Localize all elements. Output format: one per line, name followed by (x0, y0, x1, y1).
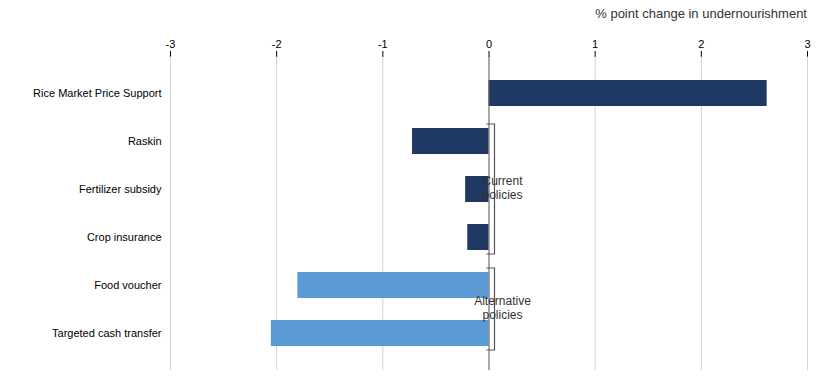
svg-text:1: 1 (592, 38, 598, 50)
svg-text:0: 0 (486, 38, 492, 50)
svg-text:Currentpolicies: Currentpolicies (482, 174, 523, 202)
svg-text:Rice Market Price Support: Rice Market Price Support (33, 87, 161, 99)
svg-text:-1: -1 (378, 38, 388, 50)
svg-text:Raskin: Raskin (128, 135, 162, 147)
svg-text:Crop insurance: Crop insurance (87, 231, 162, 243)
svg-text:2: 2 (698, 38, 704, 50)
svg-text:-2: -2 (272, 38, 282, 50)
svg-text:Targeted cash transfer: Targeted cash transfer (52, 327, 162, 339)
svg-text:Fertilizer subsidy: Fertilizer subsidy (79, 183, 162, 195)
svg-text:3: 3 (804, 38, 810, 50)
svg-text:-3: -3 (166, 38, 176, 50)
svg-text:Food voucher: Food voucher (94, 279, 162, 291)
html-text:% point change in undernourish: % point change in undernourishment (595, 6, 807, 21)
svg-text:Alternativepolicies: Alternativepolicies (474, 294, 531, 322)
